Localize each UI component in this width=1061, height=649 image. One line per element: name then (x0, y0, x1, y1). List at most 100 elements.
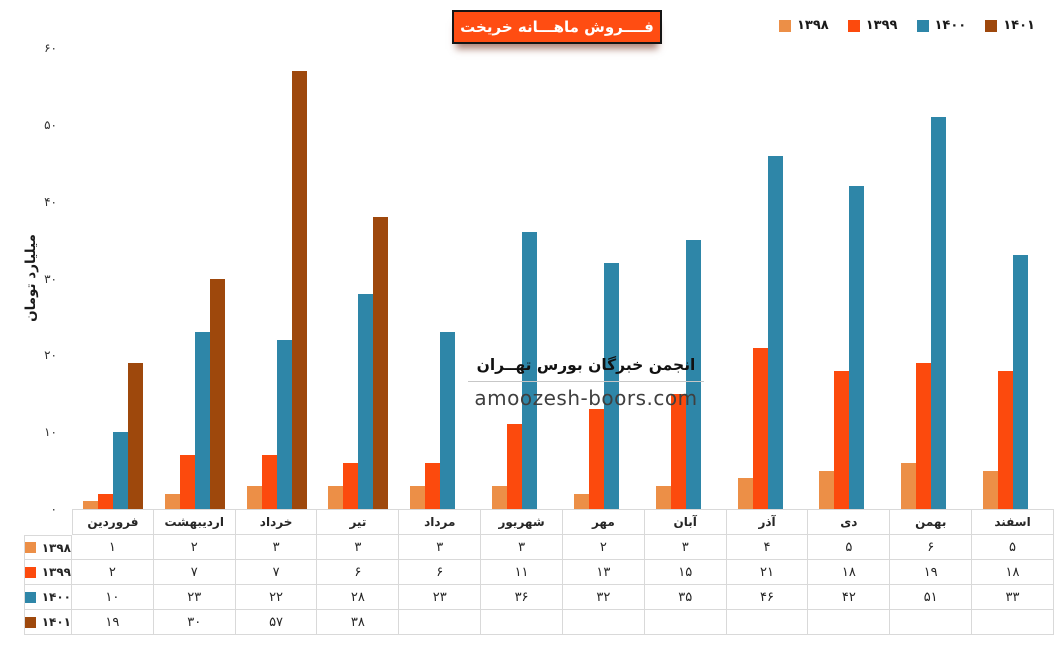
bar-series2-month5 (425, 462, 441, 509)
year-label: ۱۴۰۰ (41, 590, 71, 604)
table-month-header: آذر (726, 509, 809, 535)
table-cell: ۱۹ (890, 560, 973, 585)
chart-title: فــــروش ماهـــانه خریخت (460, 18, 654, 36)
bar-series3-month5 (440, 332, 456, 509)
table-cell: ۳۶ (481, 585, 563, 610)
table-cell: ۶ (317, 560, 400, 585)
bar-series3-month7 (603, 263, 619, 509)
table-cell (808, 610, 891, 635)
table-row-۱۳۹۹: ۱۳۹۹ ۲ ۷ ۷ ۶ ۶ ۱۱ ۱۳ ۱۵ ۲۱ ۱۸ ۱۹ ۱۸ (24, 560, 1054, 585)
bar-series2-month6 (507, 424, 523, 509)
bar-series2-month10 (834, 370, 850, 509)
legend: ۱۳۹۸ ۱۳۹۹ ۱۴۰۰ ۱۴۰۱ (779, 18, 1035, 33)
bar-series2-month3 (261, 455, 277, 509)
table-cell: ۳ (399, 535, 482, 560)
legend-label: ۱۳۹۸ (797, 18, 829, 33)
legend-swatch-icon (779, 19, 791, 32)
legend-item-3: ۱۴۰۰ (916, 18, 967, 33)
bar-series3-month4 (358, 293, 374, 509)
legend-swatch-icon (847, 19, 860, 32)
table-cell: ۲۲ (235, 585, 318, 610)
bar-series3-month12 (1013, 255, 1029, 509)
data-table: فروردین اردیبهشت خرداد تیر مرداد شهریور مهر آبا… (24, 509, 1054, 635)
legend-label: ۱۴۰۱ (1003, 18, 1035, 33)
table-cell: ۱۸ (808, 560, 891, 585)
year-label: ۱۳۹۹ (41, 565, 71, 579)
bar-series4-month4 (373, 217, 389, 509)
table-row-۱۳۹۸: ۱۳۹۸ ۱ ۲ ۳ ۳ ۳ ۳ ۲ ۳ ۴ ۵ ۶ ۵ (24, 535, 1054, 560)
table-month-header: تیر (317, 509, 400, 535)
bar-series3-month3 (276, 339, 292, 509)
table-cell: ۱ (72, 535, 154, 560)
table-month-header: اردیبهشت (153, 509, 236, 535)
bar-series1-month5 (410, 485, 426, 509)
bar-series2-month1 (97, 493, 113, 509)
table-year-key: ۱۳۹۸ (24, 535, 72, 560)
table-cell: ۴ (726, 535, 809, 560)
table-cell: ۲۳ (399, 585, 482, 610)
table-month-header: مرداد (399, 509, 482, 535)
table-cell: ۳۵ (644, 585, 727, 610)
table-year-key: ۱۴۰۱ (24, 610, 72, 635)
table-corner-spacer (24, 509, 72, 535)
bar-series2-month11 (916, 363, 932, 509)
legend-label: ۱۳۹۹ (865, 18, 898, 33)
table-month-header: فروردین (72, 509, 154, 535)
table-cell: ۳ (317, 535, 400, 560)
table-cell: ۴۲ (808, 585, 891, 610)
legend-item-4: ۱۴۰۱ (985, 18, 1035, 33)
table-cell: ۲۳ (153, 585, 236, 610)
table-month-header: اسفند (972, 509, 1054, 535)
table-cell (399, 610, 482, 635)
y-tick-label: ۰ (50, 502, 57, 516)
y-tick-label: ۴۰ (44, 194, 57, 209)
table-cell: ۶ (399, 560, 482, 585)
legend-label: ۱۴۰۰ (934, 18, 967, 33)
watermark-text-fa: انجمن خبرگان بورس تهــران (476, 356, 696, 374)
year-swatch-icon (25, 542, 36, 553)
bar-series1-month1 (82, 501, 98, 509)
table-cell: ۱۸ (972, 560, 1054, 585)
legend-item-1: ۱۳۹۸ (779, 18, 829, 33)
bar-series3-month10 (849, 186, 865, 509)
y-tick-label: ۱۰ (44, 425, 57, 440)
table-header-row: فروردین اردیبهشت خرداد تیر مرداد شهریور مهر آبا… (24, 509, 1054, 535)
bar-series1-month12 (983, 470, 999, 509)
table-cell: ۲۱ (726, 560, 809, 585)
bar-series2-month12 (998, 370, 1014, 509)
bar-series4-month1 (127, 363, 143, 509)
watermark-divider (468, 381, 704, 382)
year-label: ۱۴۰۱ (41, 615, 71, 629)
bar-series3-month8 (685, 240, 701, 509)
bar-series1-month8 (655, 485, 671, 509)
table-cell: ۱۳ (562, 560, 645, 585)
table-month-header: خرداد (235, 509, 318, 535)
table-cell: ۳ (235, 535, 318, 560)
y-tick-label: ۳۰ (44, 271, 57, 286)
table-cell: ۵ (808, 535, 891, 560)
bar-series4-month3 (291, 71, 307, 509)
bar-series3-month11 (931, 117, 947, 509)
table-cell: ۴۶ (726, 585, 809, 610)
table-cell: ۳۰ (153, 610, 236, 635)
table-cell (562, 610, 645, 635)
table-cell (972, 610, 1054, 635)
year-swatch-icon (25, 591, 36, 603)
table-month-header: بهمن (890, 509, 973, 535)
table-cell: ۵۱ (890, 585, 973, 610)
table-row-۱۴۰۱: ۱۴۰۱ ۱۹ ۳۰ ۵۷ ۳۸ (24, 610, 1054, 635)
legend-swatch-icon (985, 19, 998, 32)
table-cell: ۵۷ (235, 610, 318, 635)
bar-series1-month2 (164, 493, 180, 509)
table-cell: ۲ (72, 560, 154, 585)
table-cell: ۷ (153, 560, 236, 585)
table-cell: ۳۲ (562, 585, 645, 610)
table-cell: ۶ (890, 535, 973, 560)
table-year-key: ۱۳۹۹ (24, 560, 72, 585)
table-cell: ۳ (481, 535, 563, 560)
table-month-header: دی (808, 509, 891, 535)
table-cell: ۲ (562, 535, 645, 560)
table-cell: ۳۸ (317, 610, 400, 635)
bar-series1-month6 (492, 485, 508, 509)
